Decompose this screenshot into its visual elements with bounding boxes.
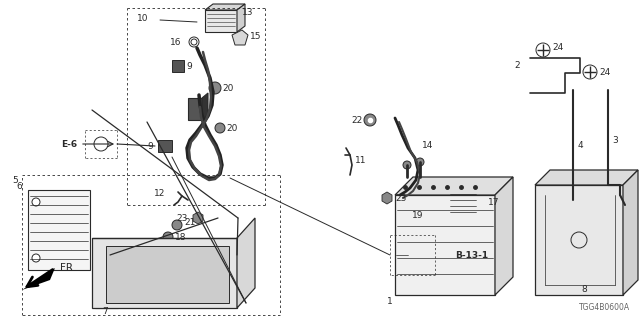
Polygon shape bbox=[395, 195, 495, 295]
Text: TGG4B0600A: TGG4B0600A bbox=[579, 303, 630, 312]
Polygon shape bbox=[535, 170, 638, 185]
Text: 18: 18 bbox=[175, 233, 186, 242]
Circle shape bbox=[163, 232, 173, 242]
Text: 9: 9 bbox=[186, 61, 192, 70]
Text: 8: 8 bbox=[581, 285, 587, 294]
Text: 22: 22 bbox=[352, 116, 363, 124]
Text: FR.: FR. bbox=[60, 263, 76, 273]
Polygon shape bbox=[188, 98, 202, 120]
Text: 6: 6 bbox=[16, 181, 22, 190]
Polygon shape bbox=[158, 140, 172, 152]
Text: 11: 11 bbox=[355, 156, 367, 164]
Text: B-13-1: B-13-1 bbox=[455, 251, 488, 260]
Polygon shape bbox=[172, 60, 184, 72]
Text: 1: 1 bbox=[387, 298, 393, 307]
Text: 23: 23 bbox=[177, 213, 188, 222]
Circle shape bbox=[364, 114, 376, 126]
Circle shape bbox=[403, 161, 411, 169]
Circle shape bbox=[32, 254, 40, 262]
Text: 12: 12 bbox=[154, 188, 165, 197]
Text: 13: 13 bbox=[242, 7, 253, 17]
Circle shape bbox=[209, 82, 221, 94]
Polygon shape bbox=[623, 170, 638, 295]
Polygon shape bbox=[28, 190, 90, 270]
Text: 23: 23 bbox=[395, 194, 406, 203]
Polygon shape bbox=[535, 185, 623, 295]
Text: 24: 24 bbox=[599, 68, 611, 76]
Text: 15: 15 bbox=[250, 31, 262, 41]
Text: 14: 14 bbox=[422, 140, 433, 149]
Polygon shape bbox=[193, 212, 203, 224]
Text: 2: 2 bbox=[515, 60, 520, 69]
Text: 19: 19 bbox=[412, 211, 423, 220]
Polygon shape bbox=[205, 4, 245, 10]
Text: 24: 24 bbox=[552, 43, 563, 52]
Polygon shape bbox=[448, 190, 478, 220]
Circle shape bbox=[416, 158, 424, 166]
Text: 17: 17 bbox=[488, 197, 499, 206]
Text: 16: 16 bbox=[170, 37, 181, 46]
Text: 20: 20 bbox=[226, 124, 237, 132]
Text: 9: 9 bbox=[147, 141, 153, 150]
Polygon shape bbox=[202, 93, 208, 120]
Text: E-6: E-6 bbox=[61, 140, 77, 148]
Polygon shape bbox=[395, 177, 513, 195]
Polygon shape bbox=[495, 177, 513, 295]
Text: 4: 4 bbox=[578, 140, 584, 149]
Circle shape bbox=[423, 205, 433, 215]
Polygon shape bbox=[237, 4, 245, 32]
Text: 7: 7 bbox=[102, 308, 108, 316]
Polygon shape bbox=[232, 30, 248, 45]
Polygon shape bbox=[22, 268, 55, 290]
Polygon shape bbox=[92, 238, 237, 308]
Polygon shape bbox=[106, 246, 229, 303]
Text: 10: 10 bbox=[136, 13, 148, 22]
Polygon shape bbox=[237, 218, 255, 308]
Circle shape bbox=[215, 123, 225, 133]
Polygon shape bbox=[382, 192, 392, 204]
Circle shape bbox=[189, 37, 199, 47]
Text: 20: 20 bbox=[222, 84, 234, 92]
Text: 21: 21 bbox=[184, 218, 195, 227]
Polygon shape bbox=[205, 10, 237, 32]
Text: 5: 5 bbox=[12, 175, 18, 185]
Circle shape bbox=[32, 198, 40, 206]
Polygon shape bbox=[478, 182, 486, 220]
Text: 3: 3 bbox=[612, 135, 618, 145]
Circle shape bbox=[172, 220, 182, 230]
